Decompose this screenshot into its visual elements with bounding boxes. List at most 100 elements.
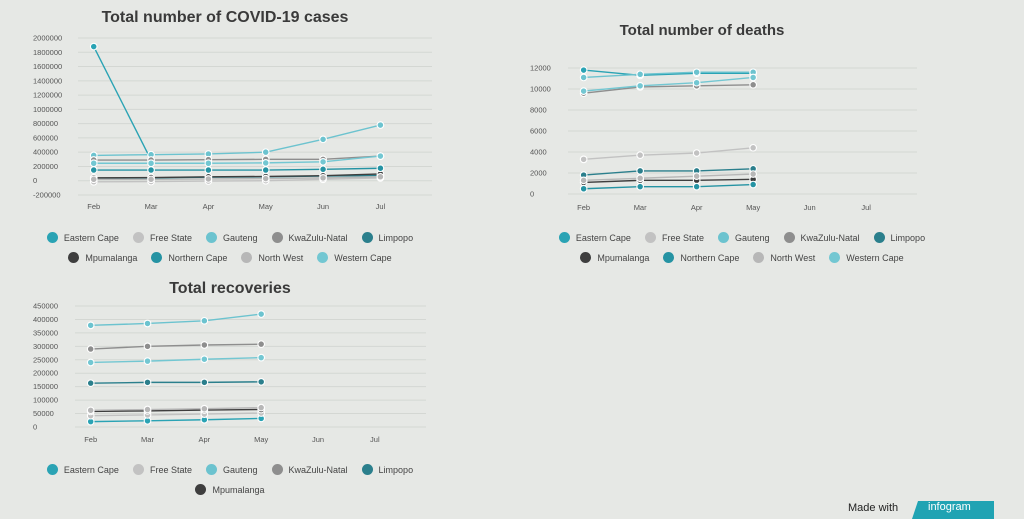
legend-swatch (644, 232, 656, 243)
legend-item[interactable]: KwaZulu-Natal (783, 232, 860, 243)
legend-item[interactable]: Mpumalanga (195, 484, 265, 495)
data-point[interactable] (749, 80, 757, 89)
data-point[interactable] (147, 159, 155, 168)
legend-swatch (205, 232, 217, 243)
legend-item[interactable]: Mpumalanga (580, 252, 649, 263)
data-point[interactable] (143, 342, 152, 351)
legend-item[interactable]: Eastern Cape (558, 232, 631, 243)
legend-item[interactable]: Western Cape (829, 252, 904, 263)
legend-item[interactable]: North West (241, 252, 303, 263)
data-point[interactable] (579, 155, 588, 164)
legend-item[interactable]: Western Cape (317, 252, 392, 263)
data-point[interactable] (749, 170, 757, 178)
data-point[interactable] (200, 404, 209, 413)
legend-item[interactable]: Limpopo (361, 464, 413, 475)
data-point[interactable] (261, 174, 270, 183)
data-point[interactable] (692, 182, 701, 191)
y-tick-label: 600000 (33, 133, 58, 142)
data-point[interactable] (204, 159, 213, 168)
data-point[interactable] (319, 165, 327, 174)
legend-item[interactable]: Eastern Cape (46, 232, 119, 243)
data-point[interactable] (692, 78, 701, 87)
legend-item[interactable]: Mpumalanga (68, 252, 137, 263)
data-point[interactable] (261, 166, 270, 174)
legend-label: Mpumalanga (85, 252, 138, 263)
data-point[interactable] (636, 81, 644, 90)
series-line (93, 155, 381, 164)
data-point[interactable] (749, 180, 757, 189)
legend-item[interactable]: North West (753, 252, 815, 263)
data-point[interactable] (636, 151, 644, 159)
data-point[interactable] (143, 357, 152, 365)
data-point[interactable] (89, 175, 98, 184)
legend-item[interactable]: Limpopo (873, 232, 926, 243)
data-point[interactable] (89, 42, 98, 51)
data-point[interactable] (579, 66, 588, 74)
data-point[interactable] (261, 148, 270, 157)
data-point[interactable] (143, 378, 152, 387)
data-point[interactable] (86, 345, 95, 353)
legend-swatch (271, 464, 283, 475)
data-point[interactable] (204, 175, 213, 183)
data-point[interactable] (319, 157, 327, 166)
data-point[interactable] (257, 403, 266, 412)
data-point[interactable] (89, 166, 98, 174)
data-point[interactable] (376, 172, 385, 181)
data-point[interactable] (147, 175, 155, 184)
data-point[interactable] (143, 405, 152, 414)
data-point[interactable] (376, 164, 385, 173)
data-point[interactable] (692, 149, 701, 157)
legend-item[interactable]: Gauteng (205, 464, 258, 475)
legend-item[interactable]: KwaZulu-Natal (271, 464, 348, 475)
legend-item[interactable]: Northern Cape (151, 252, 227, 263)
data-point[interactable] (257, 340, 266, 349)
data-point[interactable] (257, 377, 266, 386)
data-point[interactable] (89, 159, 98, 168)
data-point[interactable] (636, 167, 644, 175)
data-point[interactable] (200, 378, 209, 387)
data-point[interactable] (579, 87, 588, 95)
data-point[interactable] (749, 143, 757, 152)
data-point[interactable] (579, 73, 588, 82)
data-point[interactable] (86, 379, 95, 388)
data-point[interactable] (86, 406, 95, 415)
data-point[interactable] (147, 166, 155, 174)
data-point[interactable] (376, 152, 385, 160)
legend-item[interactable]: Gauteng (717, 232, 770, 243)
data-point[interactable] (636, 70, 644, 79)
legend-label: North West (770, 252, 816, 263)
data-point[interactable] (86, 321, 95, 330)
legend-item[interactable]: Free State (132, 232, 192, 243)
data-point[interactable] (636, 182, 644, 191)
data-point[interactable] (692, 172, 701, 180)
data-point[interactable] (200, 355, 209, 364)
legend-item[interactable]: Limpopo (361, 232, 413, 243)
data-point[interactable] (86, 358, 95, 367)
legend-item[interactable]: Eastern Cape (46, 464, 119, 475)
data-point[interactable] (261, 159, 270, 167)
data-point[interactable] (257, 353, 266, 362)
data-point[interactable] (143, 319, 152, 328)
legend-item[interactable]: Free State (132, 464, 192, 475)
legend-label: Limpopo (890, 232, 926, 243)
infogram-badge[interactable]: infogram (912, 501, 994, 519)
legend-item[interactable]: KwaZulu-Natal (271, 232, 348, 243)
legend-item[interactable]: Free State (644, 232, 704, 243)
data-point[interactable] (204, 166, 213, 174)
y-tick-label: 1600000 (33, 62, 62, 71)
legend-item[interactable]: Gauteng (205, 232, 258, 243)
legend-swatch (132, 232, 144, 243)
data-point[interactable] (636, 174, 644, 183)
legend-item[interactable]: Northern Cape (663, 252, 739, 263)
data-point[interactable] (319, 174, 327, 182)
data-point[interactable] (579, 184, 588, 193)
data-point[interactable] (257, 310, 266, 318)
data-point[interactable] (749, 73, 757, 82)
data-point[interactable] (692, 68, 701, 77)
data-point[interactable] (200, 341, 209, 349)
data-point[interactable] (376, 121, 385, 129)
data-point[interactable] (200, 316, 209, 325)
data-point[interactable] (319, 135, 327, 144)
x-tick-label: Jul (370, 435, 380, 444)
data-point[interactable] (579, 176, 588, 185)
